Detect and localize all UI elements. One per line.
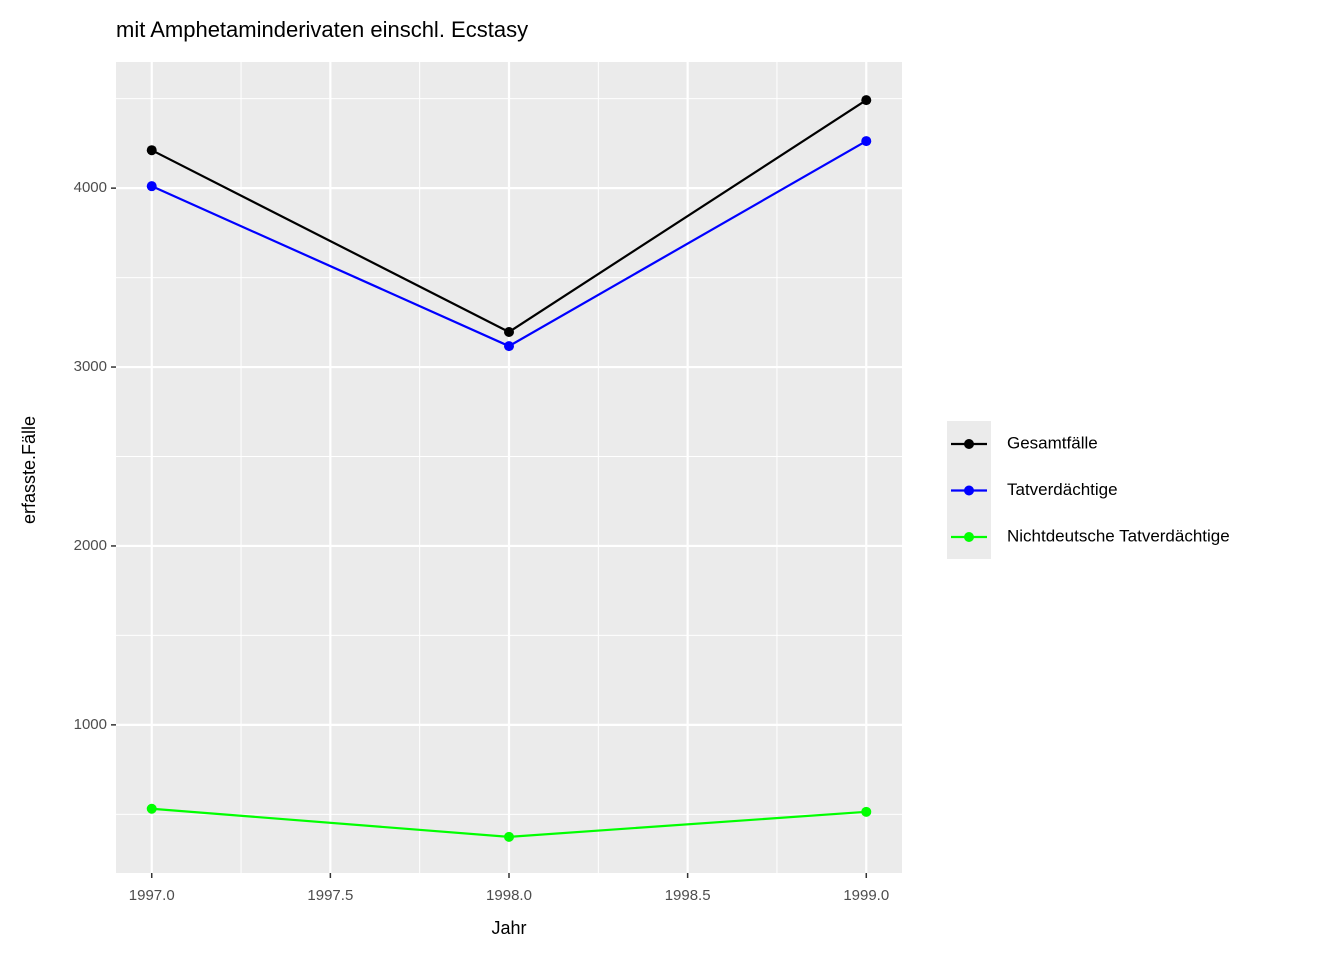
data-point: [861, 136, 872, 147]
chart-title: mit Amphetaminderivaten einschl. Ecstasy: [116, 17, 528, 42]
data-point: [146, 145, 157, 156]
y-axis-label: erfasste.Fälle: [19, 416, 39, 524]
data-point: [861, 806, 872, 817]
data-point: [504, 326, 514, 337]
data-point: [504, 341, 514, 352]
x-tick-label: 1997.0: [129, 887, 175, 904]
data-point: [146, 803, 157, 814]
data-point: [146, 181, 157, 192]
x-tick-label: 1998.5: [665, 887, 711, 904]
grid: [116, 62, 902, 873]
y-tick-label: 2000: [74, 537, 107, 554]
x-axis-label: Jahr: [491, 918, 526, 938]
legend-label: Gesamtfälle: [1007, 433, 1098, 452]
y-tick-label: 3000: [74, 358, 107, 375]
y-tick-label: 1000: [74, 716, 107, 733]
legend-key-point: [964, 485, 974, 496]
data-point: [504, 831, 514, 842]
marks: [146, 95, 872, 842]
legend-key-point: [964, 439, 974, 449]
data-point: [861, 95, 872, 106]
legend-label: Tatverdächtige: [1007, 480, 1118, 499]
x-tick-label: 1997.5: [307, 887, 353, 904]
legend-label: Nichtdeutsche Tatverdächtige: [1007, 526, 1230, 545]
x-tick-label: 1999.0: [843, 887, 889, 904]
legend-key-point: [964, 532, 974, 542]
y-tick-label: 4000: [74, 179, 107, 196]
x-tick-label: 1998.0: [486, 887, 532, 904]
